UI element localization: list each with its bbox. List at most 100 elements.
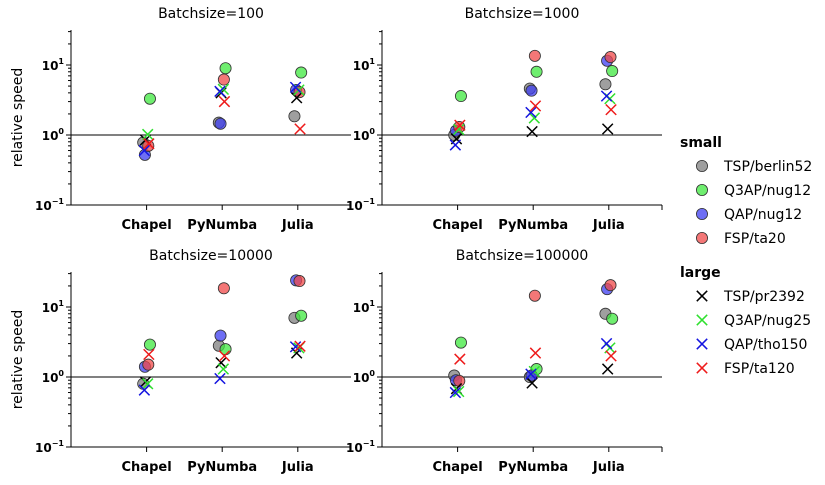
- legend-label: TSP/berlin52: [723, 159, 812, 175]
- data-point-circle: [295, 66, 308, 79]
- data-point-circle: [142, 358, 155, 371]
- data-point-cross: [529, 100, 542, 112]
- x-tick-label: PyNumba: [187, 218, 257, 233]
- data-point-cross: [452, 123, 465, 136]
- y-tick-label: 101: [353, 299, 376, 315]
- legend-marker-cross: [696, 314, 708, 326]
- data-point-circle: [606, 65, 619, 78]
- data-point-cross: [601, 363, 614, 375]
- data-point-circle: [599, 78, 612, 91]
- panel-title: Batchsize=1000: [465, 6, 580, 22]
- x-tick-label: Chapel: [122, 460, 172, 475]
- data-point-circle: [528, 49, 541, 62]
- data-point-cross: [528, 112, 541, 124]
- data-point-circle: [454, 336, 467, 349]
- data-point-cross: [449, 386, 462, 399]
- data-point-cross: [289, 341, 302, 353]
- data-point-cross: [290, 92, 303, 104]
- data-point-cross: [454, 353, 466, 365]
- data-point-cross: [143, 138, 155, 150]
- data-point-cross: [449, 139, 462, 151]
- legend-marker-circle: [696, 231, 709, 244]
- legend-marker-circle: [696, 183, 709, 196]
- panel-title: Batchsize=10000: [149, 248, 273, 264]
- y-tick-label: 101: [42, 299, 65, 315]
- legend-marker-circle: [696, 159, 709, 172]
- panel-title: Batchsize=100: [158, 6, 264, 22]
- data-point-cross: [526, 125, 538, 138]
- data-point-cross: [605, 103, 617, 116]
- panel-2: Batchsize=1000 10−1 100 101 Chapel PyNumba Jul…: [346, 6, 663, 233]
- data-point-cross: [143, 348, 155, 361]
- data-point-circle: [143, 338, 156, 351]
- data-point-cross: [138, 144, 151, 157]
- data-point-cross: [141, 378, 154, 390]
- y-tick-label: 101: [42, 57, 65, 73]
- legend-label: FSP/ta120: [724, 361, 795, 377]
- x-tick-label: PyNumba: [498, 218, 568, 233]
- y-tick-label: 10−1: [346, 197, 375, 213]
- data-point-cross: [294, 340, 306, 352]
- x-tick-label: Chapel: [122, 218, 172, 233]
- data-point-circle: [214, 117, 227, 130]
- legend-label: FSP/ta20: [724, 231, 786, 247]
- legend-label: QAP/nug12: [724, 207, 802, 223]
- y-axis-label: relative speed: [10, 310, 26, 410]
- legend-label: Q3AP/nug25: [724, 313, 811, 329]
- x-tick-label: Julia: [592, 460, 625, 475]
- y-tick-label: 100: [42, 369, 65, 385]
- data-point-circle: [530, 65, 543, 78]
- legend-label: Q3AP/nug12: [724, 183, 811, 199]
- data-point-circle: [219, 62, 232, 75]
- data-point-cross: [525, 106, 537, 119]
- legend-label: QAP/tho150: [724, 337, 807, 353]
- panel-4: Batchsize=100000 10−1 100 101 Chapel PyNumba J…: [346, 248, 663, 475]
- x-tick-label: Chapel: [433, 218, 483, 233]
- data-point-cross: [217, 363, 230, 375]
- legend-marker-cross: [696, 338, 708, 350]
- x-tick-label: PyNumba: [498, 460, 568, 475]
- data-point-cross: [217, 83, 230, 96]
- legend-heading: small: [680, 135, 722, 151]
- y-tick-label: 100: [353, 369, 376, 385]
- y-tick-label: 100: [42, 127, 65, 143]
- data-point-cross: [601, 123, 614, 135]
- data-point-cross: [529, 347, 542, 359]
- x-tick-label: PyNumba: [187, 460, 257, 475]
- data-point-cross: [454, 119, 466, 131]
- x-tick-label: Julia: [281, 218, 314, 233]
- y-tick-label: 10−1: [346, 439, 375, 455]
- data-point-cross: [214, 372, 226, 385]
- panel-title: Batchsize=100000: [456, 248, 589, 264]
- y-tick-label: 101: [353, 57, 376, 73]
- y-axis-label: relative speed: [10, 68, 26, 168]
- data-point-cross: [452, 385, 465, 398]
- data-point-circle: [528, 289, 541, 302]
- data-point-cross: [218, 95, 231, 108]
- data-point-cross: [289, 81, 302, 94]
- data-point-circle: [295, 309, 308, 322]
- legend-marker-cross: [696, 290, 708, 302]
- data-point-cross: [525, 368, 537, 380]
- data-point-circle: [525, 84, 538, 97]
- data-point-circle: [217, 73, 230, 86]
- data-point-circle: [217, 282, 230, 295]
- x-tick-label: Julia: [281, 460, 314, 475]
- data-point-circle: [143, 92, 156, 105]
- data-point-circle: [604, 279, 617, 292]
- data-point-cross: [138, 384, 151, 396]
- data-point-circle: [214, 329, 227, 342]
- legend-heading: large: [680, 265, 721, 281]
- y-tick-label: 10−1: [35, 439, 64, 455]
- data-point-circle: [604, 51, 617, 64]
- data-point-cross: [214, 85, 226, 98]
- data-point-circle: [453, 374, 466, 387]
- data-point-cross: [218, 350, 231, 362]
- data-point-circle: [453, 121, 466, 134]
- y-tick-label: 100: [353, 127, 376, 143]
- legend-marker-cross: [696, 362, 708, 374]
- y-tick-label: 10−1: [35, 197, 64, 213]
- data-point-cross: [600, 337, 613, 350]
